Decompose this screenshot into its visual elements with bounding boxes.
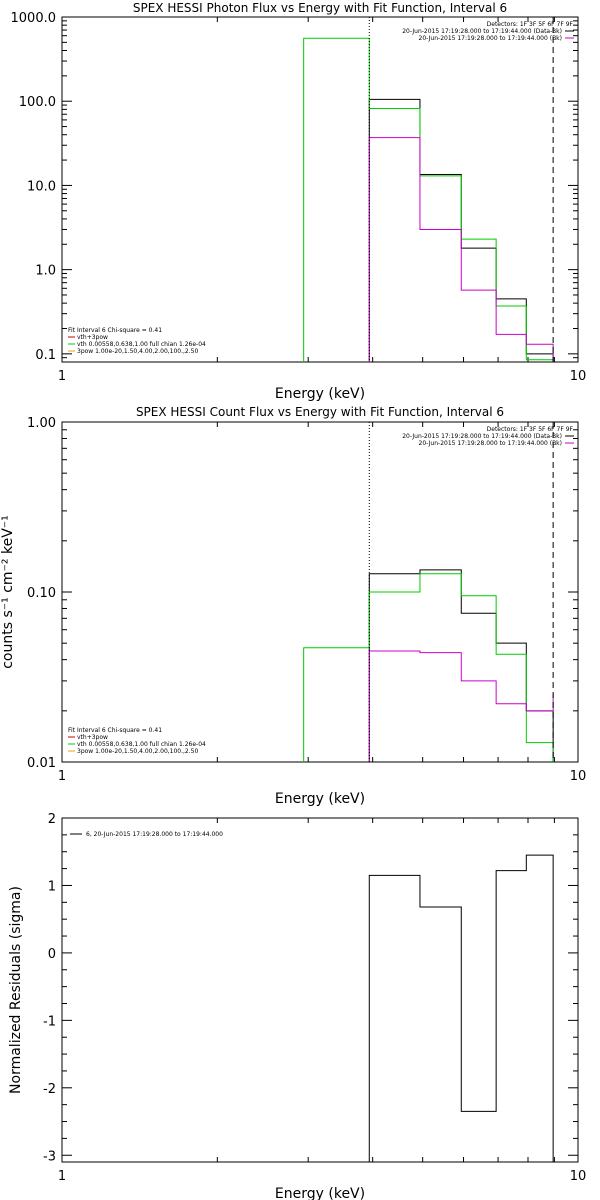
plot-frame <box>61 421 579 763</box>
plot-frame <box>61 817 579 1163</box>
y-tick-label: 1.0 <box>35 264 56 279</box>
y-tick-label: -3 <box>43 1149 56 1164</box>
legend-entry-label: 20-Jun-2015 17:19:28.000 to 17:19:44.000… <box>419 440 562 447</box>
x-tick-label: 1 <box>58 1169 66 1184</box>
y-tick-label: 1.00 <box>27 416 56 431</box>
legend-entry-label: 6, 20-Jun-2015 17:19:28.000 to 17:19:44.… <box>86 831 223 838</box>
x-tick-label: 10 <box>570 1169 587 1184</box>
y-tick-label: 1 <box>48 879 56 894</box>
series-line-1 <box>303 37 554 362</box>
y-tick-label: -1 <box>43 1014 56 1029</box>
series-line-0 <box>368 98 554 362</box>
x-axis-label: Energy (keV) <box>275 791 365 807</box>
x-tick-label: 10 <box>570 769 587 784</box>
legend-fit-info: Fit Interval 6 Chi-square = 0.41 <box>68 727 162 734</box>
legend-entry-label: 3pow 1.00e-20,1.50,4.00,2.00,100.,2.50 <box>77 748 198 755</box>
legend-detectors: Detectors: 1F 3F 5F 6F 7F 9F <box>487 426 574 433</box>
x-tick-label: 1 <box>58 369 66 384</box>
y-axis-label: counts s⁻¹ cm⁻² keV⁻¹ <box>0 515 16 669</box>
y-axis-label: Normalized Residuals (sigma) <box>8 886 24 1094</box>
y-tick-label: -2 <box>43 1082 56 1097</box>
y-tick-label: 100.0 <box>19 95 56 110</box>
series-line-1 <box>303 573 554 762</box>
legend-entry-label: 3pow 1.00e-20,1.50,4.00,2.00,100.,2.50 <box>77 348 198 355</box>
legend-detectors: Detectors: 1F 3F 5F 6F 7F 9F <box>487 21 574 28</box>
chart-title: SPEX HESSI Count Flux vs Energy with Fit… <box>136 405 504 419</box>
x-tick-label: 10 <box>570 369 587 384</box>
series-line-2 <box>368 650 554 762</box>
y-tick-label: 0.01 <box>27 756 56 771</box>
count-flux-chart: SPEX HESSI Count Flux vs Energy with Fit… <box>0 405 586 807</box>
legend-entry-label: 20-Jun-2015 17:19:28.000 to 17:19:44.000… <box>402 28 562 35</box>
legend-entry-label: 20-Jun-2015 17:19:28.000 to 17:19:44.000… <box>402 433 562 440</box>
legend-fit-info: Fit Interval 6 Chi-square = 0.41 <box>68 327 162 334</box>
plot-frame <box>61 16 579 363</box>
series-line-0 <box>368 854 554 1162</box>
y-tick-label: 0.10 <box>27 586 56 601</box>
y-tick-label: 1000.0 <box>11 11 57 26</box>
legend-entry-label: vth+3pow <box>77 334 108 341</box>
x-axis-label: Energy (keV) <box>275 386 365 402</box>
x-tick-label: 1 <box>58 769 66 784</box>
legend-entry-label: vth+3pow <box>77 734 108 741</box>
legend-entry-label: 20-Jun-2015 17:19:28.000 to 17:19:44.000… <box>419 35 562 42</box>
y-tick-label: 2 <box>48 812 56 827</box>
y-tick-label: 0.1 <box>35 348 56 363</box>
chart-title: SPEX HESSI Photon Flux vs Energy with Fi… <box>133 1 507 15</box>
x-axis-label: Energy (keV) <box>275 1186 365 1200</box>
y-tick-label: 0 <box>48 947 56 962</box>
series-line-2 <box>368 137 554 362</box>
residuals-chart: 1 10 -3 -2 -1 0 1 2 Energy (keV) Normalized Resid… <box>8 812 586 1200</box>
y-tick-label: 10.0 <box>27 179 56 194</box>
photon-flux-chart: SPEX HESSI Photon Flux vs Energy with Fi… <box>11 1 587 402</box>
legend-entry-label: vth 0.00558,0.638,1.00 full chian 1.26e-… <box>77 741 206 748</box>
legend-entry-label: vth 0.00558,0.638,1.00 full chian 1.26e-… <box>77 341 206 348</box>
